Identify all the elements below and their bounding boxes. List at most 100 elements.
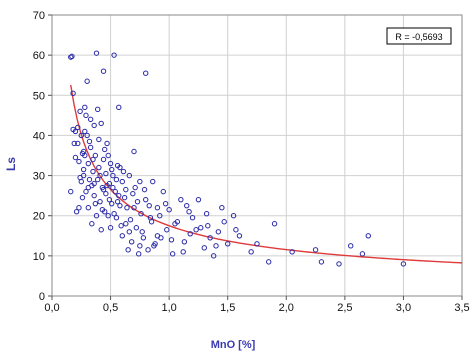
y-tick-label: 20 bbox=[33, 211, 45, 223]
data-point bbox=[86, 176, 93, 183]
data-point bbox=[178, 196, 184, 203]
data-point bbox=[123, 186, 129, 193]
data-point bbox=[85, 160, 92, 167]
data-point bbox=[312, 247, 319, 253]
data-point bbox=[137, 243, 143, 249]
data-point bbox=[198, 225, 204, 231]
data-point bbox=[400, 261, 407, 267]
data-point bbox=[104, 140, 110, 147]
data-point bbox=[116, 104, 122, 111]
data-point bbox=[130, 190, 136, 197]
data-point bbox=[126, 172, 133, 179]
y-tick-label: 30 bbox=[33, 171, 45, 183]
axis-ticks bbox=[48, 14, 463, 300]
data-point bbox=[91, 180, 97, 187]
data-point bbox=[93, 50, 100, 56]
data-point bbox=[68, 188, 74, 195]
data-point bbox=[146, 202, 152, 209]
data-point bbox=[104, 182, 110, 189]
y-tick-labels: 0 10 20 30 40 50 60 70 bbox=[33, 10, 45, 303]
data-point bbox=[112, 188, 118, 195]
data-point bbox=[127, 217, 134, 223]
data-point bbox=[87, 116, 94, 123]
data-point bbox=[207, 235, 213, 241]
y-axis-label: Ls bbox=[4, 157, 18, 171]
data-point bbox=[135, 251, 142, 257]
data-point bbox=[78, 132, 84, 139]
data-point bbox=[107, 225, 114, 231]
annotation-box: R = -0,5693 bbox=[386, 27, 452, 45]
data-point bbox=[113, 176, 120, 183]
data-point bbox=[76, 158, 82, 165]
data-point bbox=[348, 243, 354, 249]
data-point bbox=[141, 186, 148, 193]
data-point bbox=[75, 140, 81, 147]
data-point bbox=[254, 241, 260, 247]
data-point bbox=[181, 239, 188, 245]
data-point bbox=[114, 198, 121, 205]
data-point bbox=[110, 172, 116, 179]
data-point bbox=[117, 202, 123, 209]
x-tick-labels: 0,0 0,5 1,0 1,5 2,0 2,5 3,0 3,5 bbox=[44, 302, 469, 314]
data-point bbox=[75, 124, 81, 131]
data-point bbox=[102, 146, 108, 153]
data-point bbox=[365, 233, 371, 239]
data-point bbox=[89, 221, 95, 227]
data-point bbox=[103, 170, 109, 177]
data-point bbox=[138, 211, 144, 217]
data-point bbox=[107, 160, 114, 167]
data-point bbox=[109, 200, 115, 207]
data-point bbox=[166, 206, 172, 213]
data-point bbox=[83, 188, 89, 195]
data-point bbox=[91, 122, 97, 129]
data-point bbox=[77, 108, 83, 115]
data-point bbox=[205, 223, 211, 229]
data-point bbox=[225, 241, 231, 247]
data-point bbox=[85, 204, 92, 211]
data-point bbox=[92, 152, 99, 159]
data-point bbox=[189, 215, 196, 221]
y-tick-label: 10 bbox=[33, 251, 45, 263]
data-point bbox=[93, 213, 100, 219]
data-point bbox=[100, 186, 107, 193]
data-point bbox=[126, 229, 133, 235]
data-point bbox=[137, 178, 143, 185]
data-point bbox=[221, 219, 227, 225]
data-point bbox=[128, 239, 135, 245]
data-point bbox=[134, 198, 141, 205]
data-point bbox=[147, 215, 154, 221]
x-tick-label: 3,0 bbox=[396, 302, 411, 314]
data-point bbox=[99, 206, 106, 213]
data-point bbox=[110, 184, 116, 191]
data-point bbox=[84, 78, 90, 84]
data-point bbox=[289, 249, 295, 255]
data-point bbox=[92, 200, 99, 207]
data-point bbox=[103, 190, 109, 197]
data-point bbox=[100, 68, 107, 74]
data-point bbox=[180, 249, 186, 255]
data-point bbox=[193, 227, 199, 233]
data-point bbox=[150, 178, 156, 185]
data-point bbox=[132, 184, 138, 191]
data-point bbox=[113, 215, 120, 221]
data-point bbox=[162, 200, 169, 207]
data-point bbox=[195, 196, 202, 203]
data-point bbox=[210, 253, 217, 259]
data-point bbox=[69, 53, 75, 60]
data-point bbox=[143, 196, 149, 203]
data-point bbox=[90, 168, 96, 175]
data-point bbox=[94, 106, 101, 113]
data-point bbox=[85, 184, 92, 191]
data-point bbox=[230, 213, 237, 219]
data-point bbox=[105, 213, 111, 219]
data-point bbox=[336, 261, 342, 267]
x-tick-label: 1,0 bbox=[161, 302, 176, 314]
data-point bbox=[169, 251, 176, 257]
data-point bbox=[186, 209, 192, 215]
trend-line bbox=[70, 84, 463, 264]
data-point bbox=[82, 104, 88, 111]
plot-frame bbox=[51, 14, 463, 297]
correlation-annotation: R = -0,5693 bbox=[395, 32, 442, 42]
